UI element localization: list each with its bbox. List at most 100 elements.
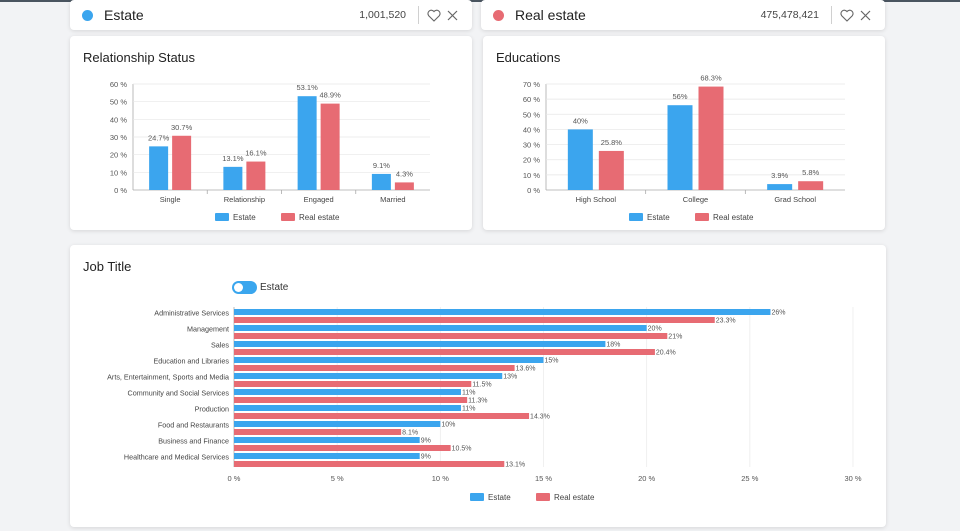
x-tick-label: 20 % [638, 474, 655, 483]
bar-real-estate [320, 103, 340, 190]
bar-real-estate [234, 397, 468, 403]
bar-estate [234, 325, 647, 331]
compare-count: 1,001,520 [359, 9, 406, 21]
data-label: 11.5% [472, 382, 491, 389]
y-tick-label: 0 % [114, 186, 127, 195]
x-tick-label: Engaged [304, 195, 334, 204]
data-label: 68.3% [700, 74, 722, 83]
x-tick-label: Grad School [774, 195, 816, 204]
data-label: 10% [441, 422, 455, 429]
educations-card: Educations 0 % 10 % 20 % 30 % 40 % 50 % 60 % 70… [483, 36, 885, 230]
bar-estate [223, 166, 243, 190]
data-label: 11% [462, 406, 476, 413]
job-title-card: Job Title Estate 0 % 5 % 10 % 15 % 20 % 25 % 3… [70, 245, 886, 527]
data-label: 53.1% [296, 83, 318, 92]
estate-toggle[interactable]: Estate [232, 281, 288, 294]
divider [831, 6, 832, 24]
bar-real-estate [234, 317, 715, 323]
y-tick-label: 20 % [523, 156, 540, 165]
data-label: 18% [606, 342, 620, 349]
data-label: 30.7% [171, 123, 193, 132]
compare-name: Estate [104, 7, 144, 23]
data-label: 14.3% [530, 414, 550, 421]
legend-label: Real estate [554, 493, 595, 502]
compare-name: Real estate [515, 7, 586, 23]
data-label: 20.4% [656, 350, 676, 357]
bar-estate [297, 96, 317, 190]
bar-estate [234, 421, 441, 427]
close-icon[interactable] [444, 7, 460, 23]
bar-estate [234, 341, 606, 347]
x-tick-label: Relationship [224, 195, 265, 204]
toggle-switch[interactable] [232, 281, 257, 294]
y-tick-label: 60 % [523, 95, 540, 104]
y-tick-label: 30 % [110, 133, 127, 142]
data-label: 24.7% [148, 133, 170, 142]
relationship-status-chart: 0 % 10 % 20 % 30 % 40 % 50 % 60 % Single 24.7%30… [110, 80, 430, 222]
data-label: 11.3% [468, 398, 487, 405]
x-tick-label: High School [576, 195, 617, 204]
estate-color-dot [82, 9, 93, 21]
data-label: 56% [672, 92, 687, 101]
data-label: 40% [573, 116, 588, 125]
bar-real-estate [598, 150, 624, 190]
category-label: Business and Finance [158, 437, 229, 446]
data-label: 13.1% [505, 462, 525, 469]
x-tick-label: Single [160, 195, 181, 204]
data-label: 20% [648, 326, 662, 333]
bar-estate [234, 309, 771, 315]
data-label: 21% [668, 334, 682, 341]
job-title-chart: 0 % 5 % 10 % 15 % 20 % 25 % 30 % Administrative… [107, 307, 862, 502]
top-border [0, 0, 960, 2]
bar-estate [234, 389, 461, 395]
x-tick-label: 10 % [432, 474, 449, 483]
compare-count: 475,478,421 [760, 9, 819, 21]
data-label: 10.5% [452, 446, 472, 453]
divider [418, 6, 419, 24]
heart-icon[interactable] [839, 7, 855, 23]
bar-estate [567, 129, 593, 190]
data-label: 23.3% [716, 318, 736, 325]
data-label: 26% [771, 310, 785, 317]
legend-swatch [281, 213, 295, 221]
data-label: 9.1% [373, 161, 390, 170]
category-label: Production [195, 405, 229, 414]
data-label: 4.3% [396, 169, 413, 178]
bar-real-estate [234, 333, 668, 339]
category-label: Management [187, 325, 229, 334]
bar-estate [234, 357, 544, 363]
bar-estate [371, 173, 391, 190]
bar-estate [234, 373, 503, 379]
bar-real-estate [698, 86, 724, 190]
relationship-status-card: Relationship Status 0 % 10 % 20 % 30 % 40 % 5… [70, 36, 472, 230]
bar-real-estate [234, 445, 451, 451]
bar-real-estate [798, 181, 824, 190]
bar-real-estate [234, 413, 530, 419]
y-tick-label: 0 % [527, 186, 540, 195]
category-label: Healthcare and Medical Services [124, 453, 229, 462]
data-label: 5.8% [802, 168, 819, 177]
data-label: 9% [421, 438, 431, 445]
bar-real-estate [394, 182, 414, 190]
compare-card-estate: Estate 1,001,520 [70, 0, 472, 30]
bar-estate [234, 453, 420, 459]
data-label: 13.6% [516, 366, 536, 373]
data-label: 3.9% [771, 171, 788, 180]
legend-swatch [536, 493, 550, 501]
bar-real-estate [234, 429, 402, 435]
legend-label: Estate [233, 213, 256, 222]
data-label: 16.1% [245, 149, 267, 158]
legend-label: Real estate [713, 213, 754, 222]
legend-label: Estate [647, 213, 670, 222]
card-title: Relationship Status [83, 50, 196, 65]
heart-icon[interactable] [426, 7, 442, 23]
x-tick-label: 30 % [844, 474, 861, 483]
data-label: 25.8% [601, 138, 623, 147]
y-tick-label: 20 % [110, 151, 127, 160]
y-tick-label: 70 % [523, 80, 540, 89]
y-tick-label: 10 % [110, 168, 127, 177]
close-icon[interactable] [857, 7, 873, 23]
y-tick-label: 50 % [110, 98, 127, 107]
legend-label: Real estate [299, 213, 340, 222]
y-tick-label: 50 % [523, 110, 540, 119]
